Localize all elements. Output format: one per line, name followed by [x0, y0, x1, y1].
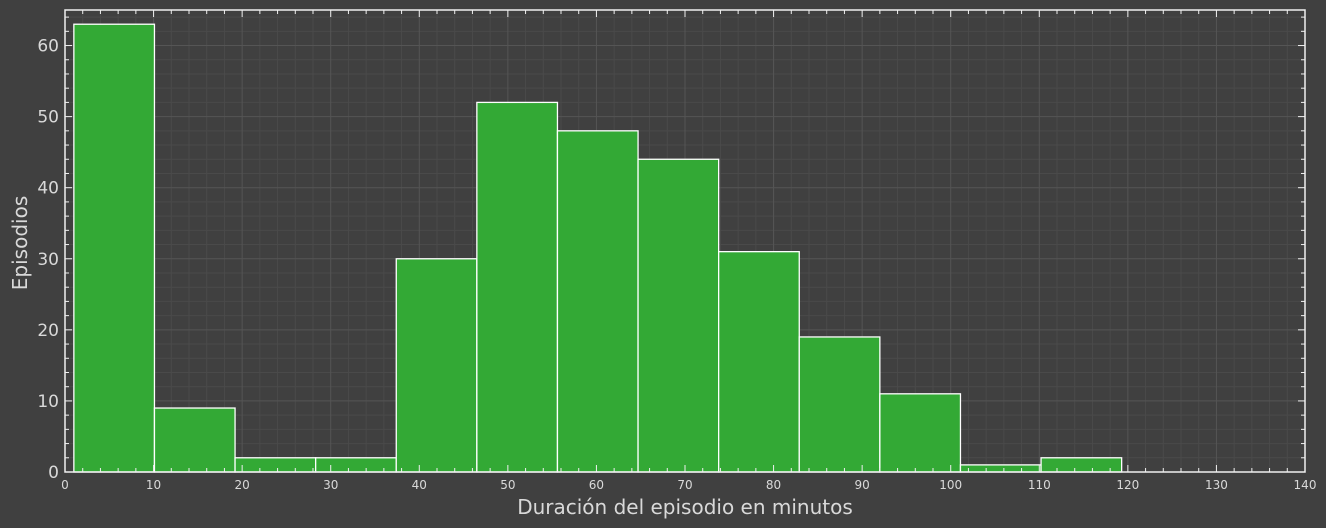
- x-tick-label: 140: [1294, 478, 1317, 492]
- x-tick-label: 90: [855, 478, 870, 492]
- y-tick-label: 10: [37, 392, 59, 412]
- histogram-bar: [73, 23, 156, 473]
- y-tick-label: 20: [37, 321, 59, 341]
- histogram-bar: [476, 101, 559, 473]
- x-tick-label: 80: [766, 478, 781, 492]
- x-tick-label: 130: [1205, 478, 1228, 492]
- histogram-bar: [234, 457, 317, 473]
- y-tick-label: 40: [37, 179, 59, 199]
- histogram-bar: [637, 158, 720, 473]
- plot-frame: [64, 9, 1306, 473]
- y-axis-title: Episodios: [8, 196, 32, 290]
- histogram-bar: [153, 407, 236, 473]
- x-tick-label: 60: [589, 478, 604, 492]
- x-tick-label: 100: [939, 478, 962, 492]
- histogram-bar: [556, 130, 639, 473]
- x-tick-label: 20: [235, 478, 250, 492]
- x-tick-label: 70: [677, 478, 692, 492]
- x-axis-title: Duración del episodio en minutos: [517, 495, 853, 519]
- y-tick-label: 0: [48, 463, 59, 483]
- y-tick-label: 30: [37, 250, 59, 270]
- y-tick-label: 50: [37, 108, 59, 128]
- y-axis: 0 10 20 30 40 50 60: [37, 37, 59, 483]
- histogram-bar: [395, 258, 478, 473]
- x-tick-label: 0: [61, 478, 69, 492]
- histogram-bar: [959, 464, 1042, 473]
- histogram-bar: [1040, 457, 1123, 473]
- x-tick-label: 120: [1116, 478, 1139, 492]
- histogram-bar: [798, 336, 881, 473]
- histogram-bar: [879, 393, 962, 473]
- x-tick-label: 30: [323, 478, 338, 492]
- x-tick-label: 10: [146, 478, 161, 492]
- bars-group: [73, 23, 1123, 473]
- y-tick-label: 60: [37, 37, 59, 57]
- histogram-bar: [718, 251, 800, 473]
- x-axis: 0 10 20 30 40 50 60 70 80 90 100 110 120 130 140: [61, 478, 1316, 492]
- x-tick-label: 50: [500, 478, 515, 492]
- x-tick-label: 110: [1028, 478, 1051, 492]
- x-tick-label: 40: [412, 478, 427, 492]
